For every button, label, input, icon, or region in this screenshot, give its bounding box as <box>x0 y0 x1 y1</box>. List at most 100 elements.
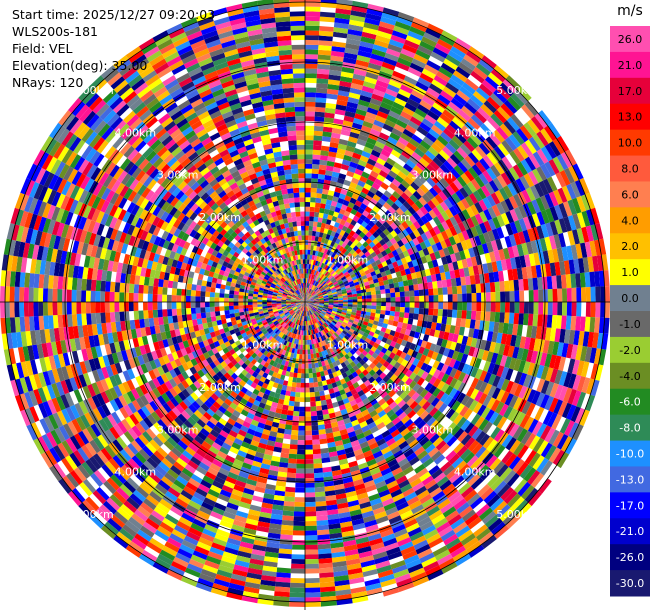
range-gate <box>312 250 316 256</box>
range-gate <box>380 250 388 257</box>
range-gate <box>351 403 360 411</box>
range-gate <box>296 309 300 314</box>
range-gate <box>346 380 353 387</box>
range-gate <box>427 315 433 323</box>
range-gate <box>320 447 329 454</box>
range-gate <box>513 313 520 325</box>
range-gate <box>150 510 165 522</box>
range-gate <box>445 254 453 264</box>
range-gate <box>62 475 76 491</box>
range-gate <box>544 193 555 209</box>
range-gate <box>563 387 573 403</box>
range-gate <box>337 399 345 407</box>
range-gate <box>346 406 354 414</box>
range-gate <box>316 410 323 416</box>
range-gate <box>302 316 304 321</box>
range-gate <box>524 156 537 171</box>
range-gate <box>392 190 401 200</box>
range-gate <box>302 321 304 326</box>
range-gate <box>368 257 376 264</box>
range-gate <box>502 247 511 260</box>
range-gate <box>334 17 350 25</box>
range-gate <box>561 246 569 261</box>
range-gate <box>438 66 453 79</box>
range-gate <box>371 352 379 359</box>
range-gate <box>326 320 331 325</box>
range-gate <box>521 242 529 256</box>
range-gate <box>423 203 433 213</box>
range-gate <box>231 463 242 472</box>
range-gate <box>564 167 575 184</box>
range-gate <box>305 554 319 560</box>
range-gate <box>336 148 346 155</box>
range-gate <box>311 308 316 313</box>
range-gate <box>321 289 326 293</box>
range-gate <box>527 170 539 186</box>
range-gate <box>193 380 202 389</box>
range-gate <box>540 326 547 340</box>
range-gate <box>111 411 122 424</box>
range-gate <box>377 335 384 341</box>
range-gate <box>193 491 206 502</box>
range-gate <box>305 1 321 7</box>
range-gate <box>399 312 405 318</box>
range-gate <box>332 430 341 438</box>
range-gate <box>290 582 305 588</box>
range-gate <box>360 271 366 277</box>
range-gate <box>306 273 308 279</box>
range-gate <box>410 181 420 191</box>
range-gate <box>131 399 142 411</box>
range-gate <box>292 323 296 329</box>
range-gate <box>143 416 154 428</box>
range-gate <box>553 355 562 370</box>
range-gate <box>341 242 347 248</box>
range-gate <box>120 503 135 517</box>
range-gate <box>457 382 467 393</box>
range-gate <box>536 211 546 226</box>
range-gate <box>554 384 564 400</box>
range-gate <box>415 243 423 252</box>
range-gate <box>137 408 147 420</box>
range-gate <box>313 294 318 298</box>
range-gate <box>486 152 498 165</box>
range-gate <box>219 368 228 376</box>
range-gate <box>272 318 277 323</box>
range-gate <box>328 388 335 395</box>
range-gate <box>241 340 248 347</box>
range-gate <box>362 362 369 370</box>
range-gate <box>470 226 479 238</box>
range-gate <box>549 327 557 342</box>
range-gate <box>288 400 295 407</box>
range-gate <box>361 409 370 417</box>
range-gate <box>314 281 318 286</box>
range-gate <box>319 314 324 318</box>
range-gate <box>376 421 386 430</box>
range-gate <box>365 244 372 251</box>
range-gate <box>397 364 405 372</box>
range-gate <box>358 319 364 325</box>
range-gate <box>450 545 466 558</box>
range-gate <box>493 271 500 283</box>
range-gate <box>256 476 268 484</box>
range-gate <box>362 278 369 283</box>
range-gate <box>326 437 335 444</box>
range-gate <box>305 535 318 541</box>
range-gate <box>326 219 332 225</box>
range-gate <box>474 358 482 369</box>
range-gate <box>367 437 377 446</box>
range-gate <box>468 193 479 205</box>
range-gate <box>385 174 395 183</box>
range-gate <box>505 137 518 151</box>
range-gate <box>178 516 193 527</box>
range-gate <box>402 550 418 560</box>
range-gate <box>183 535 199 546</box>
range-gate <box>544 161 556 177</box>
range-gate <box>312 444 321 450</box>
range-gate <box>326 279 331 284</box>
range-gate <box>300 344 303 350</box>
range-gate <box>336 329 342 334</box>
range-gate <box>334 109 346 116</box>
range-gate <box>476 292 482 302</box>
range-gate <box>508 423 520 437</box>
range-gate <box>312 226 317 232</box>
